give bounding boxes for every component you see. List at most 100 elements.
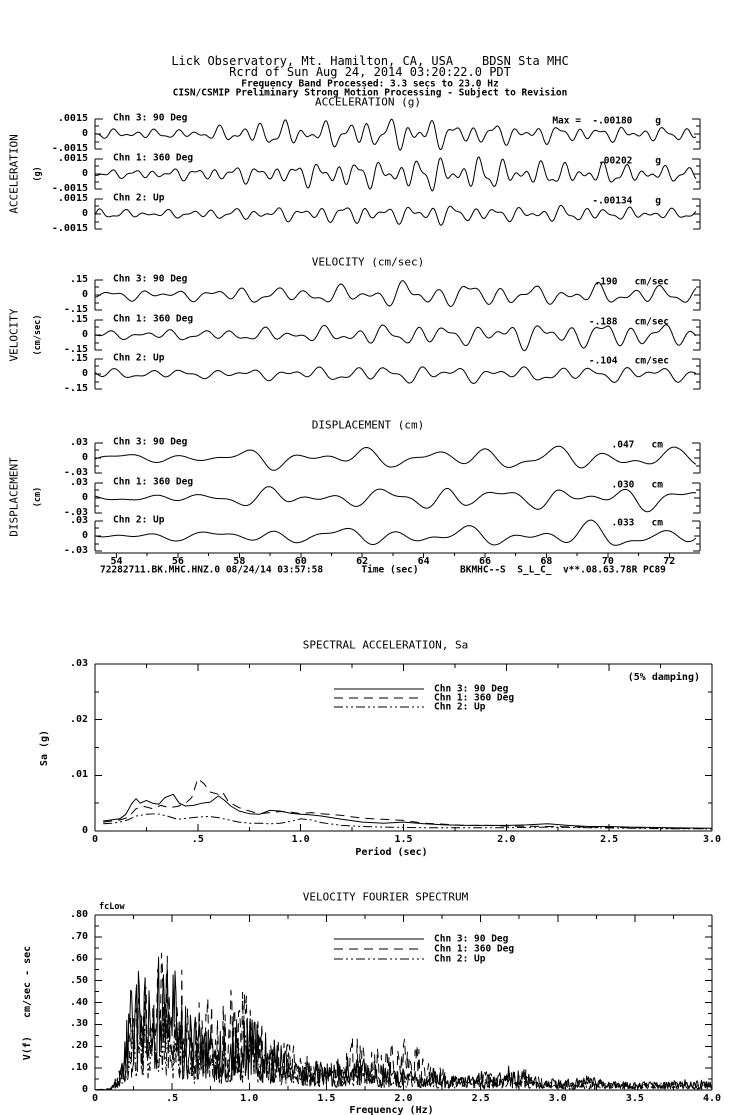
waveform-trace: [94, 156, 697, 192]
channel-label: Chn 1: 360 Deg: [113, 313, 194, 325]
ytick-label: .50: [69, 974, 88, 986]
processing-note: CISN/CSMIP Preliminary Strong Motion Pro…: [172, 86, 568, 98]
ytick-label: -.03: [63, 507, 88, 518]
waveform-trace: [94, 366, 697, 384]
ytick-label: 0: [81, 329, 88, 340]
time-tick-label: 66: [478, 556, 492, 567]
channel-label: Chn 2: Up: [113, 514, 165, 526]
xtick-label: 2.5: [600, 834, 619, 845]
peak-label: -.104 cm/sec: [588, 355, 669, 367]
time-tick-label: 56: [171, 556, 184, 567]
ytick-label: 0: [81, 289, 88, 300]
xtick-label: 2.0: [394, 1093, 413, 1104]
frequency-band-note: Frequency Band Processed: 3.3 secs to 23…: [241, 77, 499, 89]
time-tick-label: 54: [110, 556, 123, 567]
ytick-label: .40: [69, 996, 88, 1008]
spectrum-curve: [103, 778, 713, 830]
xtick-label: 1.5: [317, 1093, 336, 1104]
ytick-label: .0015: [57, 193, 88, 204]
peak-label: .033 cm: [611, 517, 663, 529]
legend-label: Chn 3: 90 Deg: [434, 933, 509, 945]
ytick-label: .02: [69, 713, 88, 725]
y-axis-label: Sa (g): [39, 729, 50, 766]
channel-label: Chn 2: Up: [113, 352, 165, 364]
side-axis-label: DISPLACEMENT: [7, 457, 21, 537]
xtick-label: .5: [191, 834, 204, 845]
ytick-label: .20: [69, 1040, 88, 1052]
ytick-label: .03: [69, 658, 88, 669]
time-tick-label: 70: [601, 556, 614, 567]
time-tick-label: 72: [663, 556, 676, 567]
xtick-label: 1.0: [240, 1093, 259, 1104]
xtick-label: 2.5: [471, 1093, 490, 1104]
waveform-trace: [94, 486, 696, 513]
ytick-label: .80: [69, 909, 88, 920]
ytick-label: .10: [69, 1062, 88, 1074]
ytick-label: .03: [69, 477, 88, 488]
ytick-label: .15: [69, 314, 88, 325]
peak-label: -.188 cm/sec: [588, 316, 669, 328]
station-title: Lick Observatory, Mt. Hamilton, CA, USA …: [171, 54, 569, 68]
ytick-label: -.03: [63, 467, 88, 478]
ytick-label: .01: [69, 769, 88, 781]
xtick-label: 2.0: [497, 834, 516, 845]
channel-label: Chn 3: 90 Deg: [113, 112, 188, 124]
waveform-trace: [94, 118, 697, 151]
time-tick-label: 64: [417, 556, 430, 567]
chart-title: SPECTRAL ACCELERATION, Sa: [302, 638, 469, 652]
ytick-label: .03: [69, 437, 88, 448]
x-axis-label: Frequency (Hz): [349, 1105, 434, 1115]
legend-label: Chn 2: Up: [434, 953, 486, 965]
legend-label: Chn 2: Up: [434, 701, 486, 713]
chart-title: VELOCITY FOURIER SPECTRUM: [302, 890, 469, 904]
ytick-label: -.0015: [51, 223, 88, 234]
fc-annotation: fcLow: [99, 901, 125, 912]
ytick-label: 0: [81, 208, 88, 219]
ytick-label: 0: [81, 128, 88, 139]
xtick-label: 1.5: [394, 834, 413, 845]
peak-label: Max = -.00180 g: [552, 115, 661, 127]
peak-label: .030 cm: [611, 479, 663, 491]
waveform-trace: [94, 445, 697, 471]
xtick-label: 3.5: [625, 1093, 644, 1104]
ytick-label: 0: [81, 168, 88, 179]
ytick-label: -.15: [63, 383, 88, 394]
xtick-label: 0: [91, 834, 99, 845]
legend-label: Chn 1: 360 Deg: [434, 692, 515, 704]
ytick-label: .03: [69, 515, 88, 526]
time-tick-label: 60: [294, 556, 307, 567]
peak-label: .00202 g: [598, 155, 661, 167]
ytick-label: .70: [69, 930, 88, 942]
peak-label: -.00134 g: [592, 195, 661, 207]
xtick-label: 3.0: [548, 1093, 567, 1104]
section-title: DISPLACEMENT (cm): [311, 418, 425, 432]
channel-label: Chn 2: Up: [113, 192, 165, 204]
ytick-label: 0: [81, 492, 88, 503]
section-title: VELOCITY (cm/sec): [311, 255, 425, 269]
ytick-label: 0: [81, 1084, 88, 1095]
xtick-label: 1.0: [291, 834, 310, 845]
ytick-label: .60: [69, 952, 88, 964]
channel-label: Chn 3: 90 Deg: [113, 436, 188, 448]
ytick-label: -.15: [63, 304, 88, 315]
time-tick-label: 58: [233, 556, 246, 567]
processing-footer: BKMHC--S S_L_C_ v**.08.63.78R PC89: [460, 564, 666, 576]
ytick-label: .0015: [57, 113, 88, 124]
spectrum-curve: [94, 952, 713, 1091]
time-axis-label: Time (sec): [361, 564, 419, 576]
ytick-label: -.0015: [51, 143, 88, 154]
ytick-label: -.0015: [51, 183, 88, 194]
ytick-label: .15: [69, 353, 88, 364]
peak-label: .047 cm: [611, 439, 663, 451]
xtick-label: 4.0: [702, 1093, 722, 1104]
ytick-label: -.15: [63, 344, 88, 355]
time-tick-label: 62: [356, 556, 369, 567]
side-axis-label: VELOCITY: [7, 308, 21, 361]
side-axis-unit: (g): [32, 166, 43, 182]
waveform-trace: [94, 204, 697, 226]
side-axis-unit: (cm/sec): [32, 314, 43, 355]
ytick-label: .30: [69, 1018, 88, 1030]
ytick-label: -.03: [63, 545, 88, 556]
